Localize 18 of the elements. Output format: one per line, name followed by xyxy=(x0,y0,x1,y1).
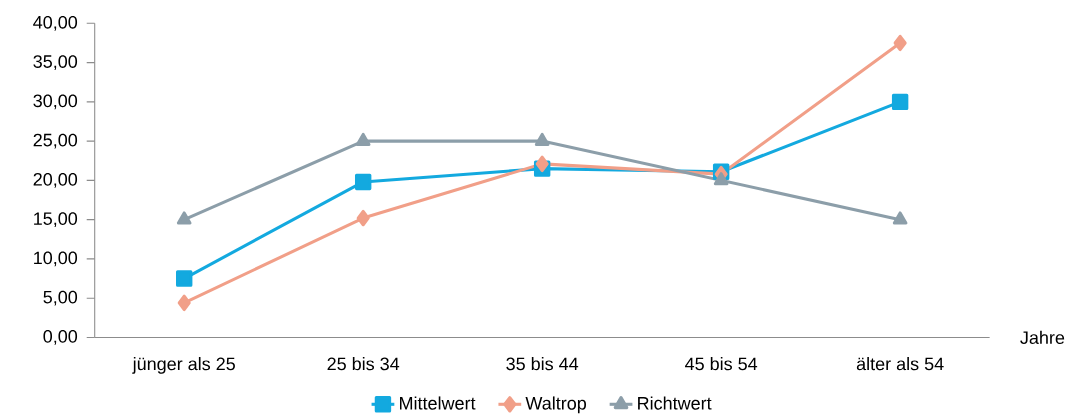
y-tick-label: 15,00 xyxy=(34,212,78,228)
y-tick-label: 10,00 xyxy=(34,251,78,267)
y-tick-label: 30,00 xyxy=(33,94,78,110)
y-tick-label: 35,00 xyxy=(33,55,78,71)
y-tick-label: 25,00 xyxy=(33,133,78,149)
x-tick-label: älter als 54 xyxy=(856,357,944,371)
y-tick-label: 5,00 xyxy=(43,290,78,306)
y-tick-label: 20,00 xyxy=(33,173,78,189)
x-axis-title: Jahre xyxy=(1020,331,1065,345)
y-tick-label: 0,00 xyxy=(43,330,78,346)
x-tick-label: 35 bis 44 xyxy=(506,357,579,371)
legend-label: Waltrop xyxy=(525,396,587,414)
legend-label: Richtwert xyxy=(638,396,712,410)
x-tick-label: jünger als 25 xyxy=(132,357,235,375)
x-tick-label: 25 bis 34 xyxy=(327,357,400,371)
legend-label: Mittelwert xyxy=(400,396,476,410)
y-tick-label: 40,00 xyxy=(33,16,78,32)
x-tick-label: 45 bis 54 xyxy=(685,357,758,371)
